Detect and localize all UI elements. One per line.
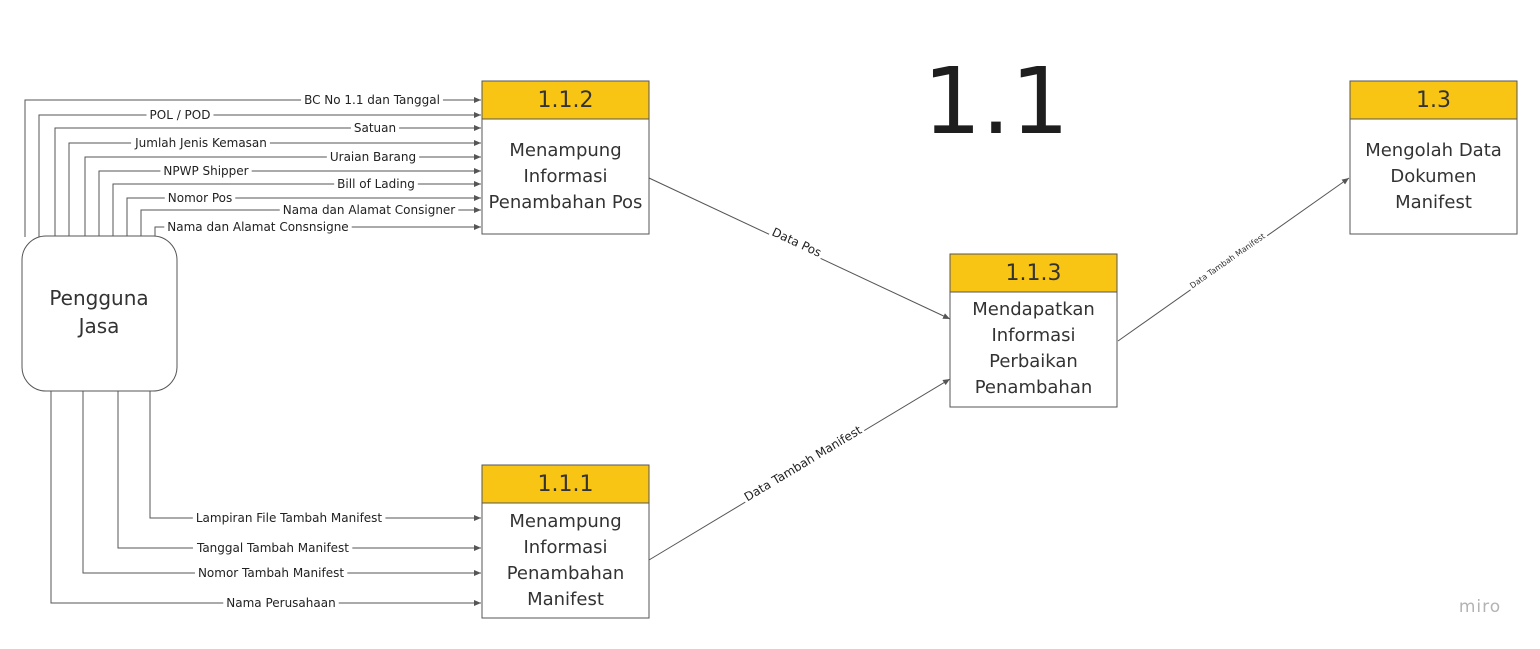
top-flow-9[interactable]: Nama dan Alamat Consigner: [140, 203, 481, 237]
flow-label-data-tambah-manifest: Data Tambah Manifest: [742, 423, 865, 504]
flow-label-background: [767, 224, 826, 261]
flow-label: Tanggal Tambah Manifest: [196, 541, 349, 555]
flows-to-process-111: Lampiran File Tambah Manifest Tanggal Tam…: [50, 390, 481, 610]
flow-label-background: [160, 164, 252, 178]
miro-watermark: miro: [1459, 597, 1501, 617]
process-title-line-3: Penambahan: [507, 563, 625, 584]
top-flow-10[interactable]: Nama dan Alamat Consnsigne: [154, 220, 481, 237]
flow-label: Nama dan Alamat Consigner: [283, 203, 456, 217]
flow-113-to-13[interactable]: Data Tambah Manifest: [1117, 177, 1350, 342]
process-1-1-1[interactable]: 1.1.1 Menampung Informasi Penambahan Man…: [481, 464, 650, 619]
process-title-line-3: Penambahan Pos: [489, 192, 643, 213]
flow-label: NPWP Shipper: [163, 164, 248, 178]
process-title-line-1: Mengolah Data: [1365, 140, 1502, 161]
process-id: 1.1.1: [538, 472, 594, 497]
flow-label-background: [739, 421, 867, 506]
top-flow-3[interactable]: Satuan: [54, 121, 481, 237]
entity-pengguna-jasa[interactable]: Pengguna Jasa: [21, 235, 178, 392]
flow-label-background: [326, 150, 420, 164]
flow-label: Lampiran File Tambah Manifest: [196, 511, 383, 525]
top-flow-6[interactable]: NPWP Shipper: [98, 164, 481, 237]
flow-label-background: [334, 177, 418, 191]
bottom-flow-3[interactable]: Nomor Tambah Manifest: [82, 390, 481, 580]
process-1-1-2[interactable]: 1.1.2 Menampung Informasi Penambahan Pos: [481, 80, 650, 235]
flow-label: BC No 1.1 dan Tanggal: [304, 93, 440, 107]
process-id: 1.1.3: [1006, 261, 1062, 286]
flow-label-background: [279, 203, 459, 217]
top-flow-2[interactable]: POL / POD: [38, 108, 481, 237]
flow-label-data-tambah-manifest-small: Data Tambah Manifest: [1188, 232, 1267, 291]
flow-label-background: [192, 541, 353, 555]
process-title-line-4: Manifest: [527, 589, 604, 610]
process-id: 1.1.2: [538, 88, 594, 113]
top-flow-7[interactable]: Bill of Lading: [112, 177, 481, 237]
flow-label-background: [194, 566, 348, 580]
flow-label-background: [1186, 230, 1269, 292]
flow-label: Nama Perusahaan: [226, 596, 335, 610]
process-1-3[interactable]: 1.3 Mengolah Data Dokumen Manifest: [1349, 80, 1518, 235]
flow-label-background: [192, 511, 386, 525]
flow-112-to-113[interactable]: Data Pos: [648, 177, 951, 320]
process-id: 1.3: [1416, 88, 1451, 113]
process-1-1-3[interactable]: 1.1.3 Mendapatkan Informasi Perbaikan Pe…: [949, 253, 1118, 408]
diagram-title: 1.1: [923, 48, 1069, 155]
flow-label: Jumlah Jenis Kemasan: [134, 136, 267, 150]
entity-label-line-2: Jasa: [77, 314, 120, 338]
top-flow-4[interactable]: Jumlah Jenis Kemasan: [68, 136, 481, 237]
process-title-line-2: Informasi: [523, 166, 607, 187]
process-title-line-1: Menampung: [509, 511, 621, 532]
top-flow-1[interactable]: BC No 1.1 dan Tanggal: [24, 93, 481, 237]
flow-label-background: [146, 108, 214, 122]
process-title-line-3: Perbaikan: [989, 351, 1078, 372]
flow-label: Uraian Barang: [330, 150, 416, 164]
process-title-line-1: Menampung: [509, 140, 621, 161]
flow-label-background: [350, 121, 400, 135]
flow-label-data-pos: Data Pos: [770, 225, 824, 260]
flow-label-background: [223, 596, 339, 610]
top-flow-5[interactable]: Uraian Barang: [84, 150, 481, 237]
bottom-flow-2[interactable]: Tanggal Tambah Manifest: [117, 390, 481, 555]
flow-label: POL / POD: [150, 108, 211, 122]
process-title-line-1: Mendapatkan: [972, 299, 1095, 320]
process-title-line-2: Informasi: [523, 537, 607, 558]
entity-label-line-1: Pengguna: [49, 286, 148, 310]
process-title-line-4: Penambahan: [975, 377, 1093, 398]
flow-label-background: [164, 191, 236, 205]
flow-label-background: [301, 93, 443, 107]
process-title-line-2: Dokumen: [1390, 166, 1476, 187]
flow-label: Nama dan Alamat Consnsigne: [167, 220, 348, 234]
bottom-flow-1[interactable]: Lampiran File Tambah Manifest: [149, 390, 481, 525]
flow-label-background: [164, 220, 352, 234]
bottom-flow-4[interactable]: Nama Perusahaan: [50, 390, 481, 610]
flow-label-background: [131, 136, 270, 150]
process-title-line-2: Informasi: [991, 325, 1075, 346]
flow-label: Nomor Pos: [168, 191, 233, 205]
flow-label: Bill of Lading: [337, 177, 415, 191]
flow-label: Nomor Tambah Manifest: [198, 566, 344, 580]
top-flow-8[interactable]: Nomor Pos: [126, 191, 481, 237]
flow-111-to-113[interactable]: Data Tambah Manifest: [648, 378, 951, 561]
flows-to-process-112: BC No 1.1 dan Tanggal POL / POD Satuan Juml…: [24, 93, 481, 237]
flow-label: Satuan: [354, 121, 396, 135]
process-title-line-3: Manifest: [1395, 192, 1472, 213]
